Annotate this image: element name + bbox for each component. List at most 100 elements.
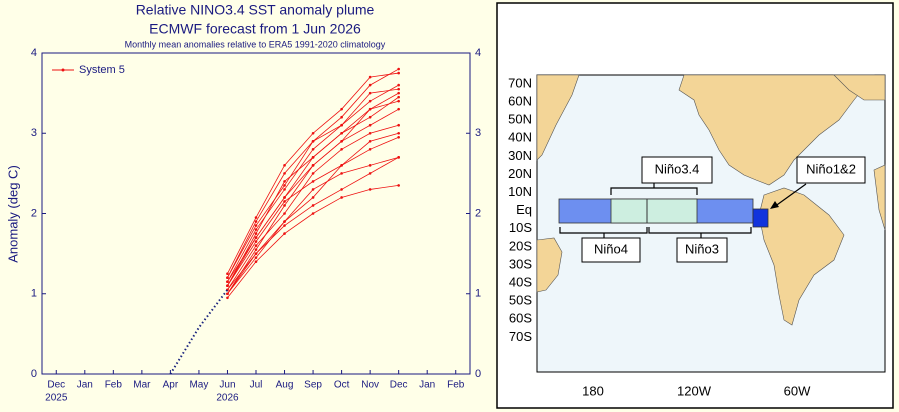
point-marker xyxy=(283,180,286,183)
point-marker xyxy=(311,188,315,191)
y2-tick-label: 4 xyxy=(475,47,481,59)
point-marker xyxy=(397,131,400,135)
point-marker xyxy=(283,224,286,227)
bracket-nino34 xyxy=(610,183,698,195)
south-america xyxy=(758,187,845,326)
arrow-nino12 xyxy=(773,183,807,208)
nino34-box xyxy=(610,198,698,224)
point-marker xyxy=(254,224,258,227)
x-tick-label: Dec xyxy=(390,380,408,391)
lat-label: 30S xyxy=(509,256,532,271)
lat-label: 40N xyxy=(508,130,532,145)
point-marker xyxy=(368,91,372,95)
chart-title: Relative NINO3.4 SST anomaly plume xyxy=(136,2,375,18)
chart-subtitle: Monthly mean anomalies relative to ERA5 … xyxy=(125,39,386,49)
point-marker xyxy=(368,139,372,143)
point-marker xyxy=(368,99,372,103)
label-box xyxy=(676,237,728,263)
point-marker xyxy=(311,148,315,151)
legend-label: System 5 xyxy=(79,64,125,76)
region-label: Niño1&2 xyxy=(806,161,856,176)
point-marker xyxy=(283,164,286,167)
point-marker xyxy=(311,131,315,135)
point-marker xyxy=(226,280,229,284)
bracket-nino3 xyxy=(648,227,752,238)
point-marker xyxy=(397,91,400,95)
point-marker xyxy=(283,212,286,215)
point-marker xyxy=(311,139,315,143)
lat-label: 20S xyxy=(509,238,532,253)
lat-label: 60N xyxy=(508,94,532,109)
nino12-box xyxy=(752,208,769,228)
chart-title-2: ECMWF forecast from 1 Jun 2026 xyxy=(149,21,361,37)
point-marker xyxy=(283,232,286,235)
point-marker xyxy=(283,184,286,187)
lat-label: 50N xyxy=(508,112,532,127)
point-marker xyxy=(368,164,372,167)
x-tick-label: Aug xyxy=(276,380,294,391)
y-tick-label: 4 xyxy=(31,47,37,59)
point-marker xyxy=(254,248,258,251)
point-marker xyxy=(368,107,372,111)
point-marker xyxy=(397,135,400,139)
point-marker xyxy=(397,87,400,91)
brackets xyxy=(559,183,807,238)
greenland xyxy=(833,74,886,101)
point-marker xyxy=(340,196,343,199)
point-marker xyxy=(254,240,258,243)
y2-tick-label: 2 xyxy=(475,207,481,219)
point-marker xyxy=(311,212,315,215)
point-marker xyxy=(340,172,343,175)
point-marker xyxy=(283,196,286,199)
point-marker xyxy=(340,107,343,111)
lon-label: 180 xyxy=(582,383,604,398)
label-box xyxy=(796,156,866,184)
y-tick-label: 3 xyxy=(31,127,37,139)
point-marker xyxy=(226,276,229,280)
x-year-label: 2025 xyxy=(45,393,68,404)
point-marker xyxy=(311,204,315,207)
point-marker xyxy=(254,216,258,219)
point-marker xyxy=(397,71,400,75)
point-marker xyxy=(254,220,258,223)
region-label: Niño4 xyxy=(594,241,628,256)
point-marker xyxy=(368,188,372,191)
point-marker xyxy=(340,188,343,191)
point-marker xyxy=(340,115,343,119)
x-tick-label: Dec xyxy=(47,380,65,391)
region-label: Niño3 xyxy=(685,241,719,256)
point-marker xyxy=(368,123,372,127)
point-marker xyxy=(368,148,372,151)
lat-label: 10S xyxy=(509,220,532,235)
point-marker xyxy=(340,131,343,135)
lat-label: 60S xyxy=(509,311,532,326)
point-marker xyxy=(283,204,286,207)
point-marker xyxy=(283,220,286,223)
x-tick-label: Oct xyxy=(334,380,350,391)
point-marker xyxy=(226,292,229,296)
x-tick-label: Jan xyxy=(77,380,93,391)
y-tick-label: 0 xyxy=(31,368,37,380)
x-tick-label: Nov xyxy=(361,380,379,391)
point-marker xyxy=(397,123,400,127)
y2-tick-label: 1 xyxy=(475,288,481,300)
point-marker xyxy=(397,156,400,159)
point-marker xyxy=(254,252,258,255)
point-marker xyxy=(254,236,258,239)
point-marker xyxy=(368,172,372,175)
x-tick-label: Mar xyxy=(133,380,151,391)
lat-label: 20N xyxy=(508,166,532,181)
point-marker xyxy=(340,148,343,151)
lon-label: 60W xyxy=(784,383,811,398)
point-marker xyxy=(397,67,400,71)
point-marker xyxy=(283,188,286,191)
point-marker xyxy=(368,115,372,119)
point-marker xyxy=(340,164,343,167)
point-marker xyxy=(311,196,315,199)
point-marker xyxy=(226,284,229,288)
y2-tick-label: 0 xyxy=(475,368,481,380)
x-year-label: 2026 xyxy=(216,393,239,404)
point-marker xyxy=(311,180,315,183)
point-marker xyxy=(226,272,229,275)
point-marker xyxy=(254,256,258,259)
